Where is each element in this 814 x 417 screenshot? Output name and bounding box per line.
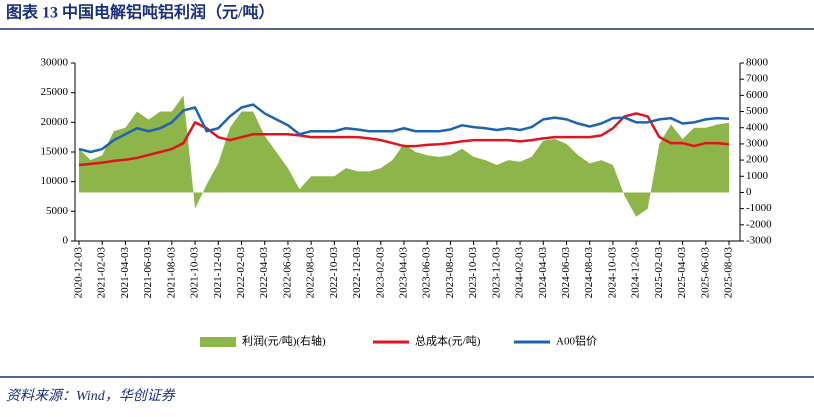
- x-tick-label: 2021-10-03: [189, 247, 201, 299]
- x-tick-label: 2023-06-03: [421, 247, 433, 299]
- x-tick-label: 2021-06-03: [142, 247, 154, 299]
- x-tick-label: 2021-02-03: [96, 247, 108, 299]
- y-tick-label: 25000: [41, 86, 69, 98]
- x-tick-label: 2024-02-03: [514, 247, 526, 299]
- x-tick-label: 2021-12-03: [212, 247, 224, 299]
- x-tick-label: 2024-06-03: [560, 247, 572, 299]
- y2-tick-label: 3000: [746, 137, 769, 149]
- legend-label: A00铝价: [556, 334, 597, 348]
- x-tick-label: 2024-10-03: [606, 247, 618, 299]
- y2-tick-label: 6000: [746, 89, 769, 101]
- legend-label: 利润(元/吨)(右轴): [242, 334, 326, 348]
- series-line: [78, 112, 730, 167]
- x-tick-label: 2022-10-03: [328, 247, 340, 299]
- y2-tick-label: 5000: [746, 105, 769, 117]
- x-tick-label: 2024-12-03: [630, 247, 642, 299]
- y2-tick-label: 4000: [746, 121, 769, 133]
- series-line: [78, 103, 730, 154]
- x-tick-label: 2022-04-03: [258, 247, 270, 299]
- x-tick-label: 2025-02-03: [653, 247, 665, 299]
- y2-tick-label: 0: [746, 186, 752, 198]
- y2-tick-label: -3000: [746, 235, 772, 247]
- chart-title: 图表 13 中国电解铝吨铝利润（元/吨）: [6, 3, 274, 22]
- y-tick-label: 10000: [41, 175, 69, 187]
- y2-tick-label: 7000: [746, 73, 769, 85]
- x-tick-label: 2022-06-03: [281, 247, 293, 299]
- x-tick-label: 2025-08-03: [723, 247, 735, 299]
- y-tick-label: 20000: [41, 116, 69, 128]
- source: 资料来源：Wind，华创证券: [6, 388, 176, 404]
- y2-tick-label: 1000: [746, 170, 769, 182]
- x-tick-label: 2023-02-03: [374, 247, 386, 299]
- y2-tick-label: 2000: [746, 154, 769, 166]
- y2-tick-label: 8000: [746, 57, 769, 69]
- x-tick-label: 2021-04-03: [119, 247, 131, 299]
- legend-swatch: [200, 337, 236, 347]
- x-tick-label: 2025-06-03: [699, 247, 711, 299]
- x-tick-label: 2022-02-03: [235, 247, 247, 299]
- x-tick-label: 2021-08-03: [165, 247, 177, 299]
- x-tick-label: 2022-08-03: [305, 247, 317, 299]
- x-tick-label: 2024-08-03: [583, 247, 595, 299]
- y-tick-label: 30000: [41, 57, 69, 69]
- x-tick-label: 2023-08-03: [444, 247, 456, 299]
- y2-tick-label: -2000: [746, 218, 772, 230]
- x-tick-label: 2023-10-03: [467, 247, 479, 299]
- x-tick-label: 2024-04-03: [537, 247, 549, 299]
- y-tick-label: 15000: [41, 146, 69, 158]
- y-tick-label: 5000: [46, 205, 69, 217]
- y2-tick-label: -1000: [746, 202, 772, 214]
- x-tick-label: 2025-04-03: [676, 247, 688, 299]
- x-tick-label: 2023-12-03: [490, 247, 502, 299]
- x-tick-label: 2023-04-03: [398, 247, 410, 299]
- legend-label: 总成本(元/吨): [415, 334, 481, 348]
- x-tick-label: 2022-12-03: [351, 247, 363, 299]
- profit-area: [79, 95, 729, 217]
- x-tick-label: 2020-12-03: [73, 247, 85, 299]
- y-tick-label: 0: [63, 235, 69, 247]
